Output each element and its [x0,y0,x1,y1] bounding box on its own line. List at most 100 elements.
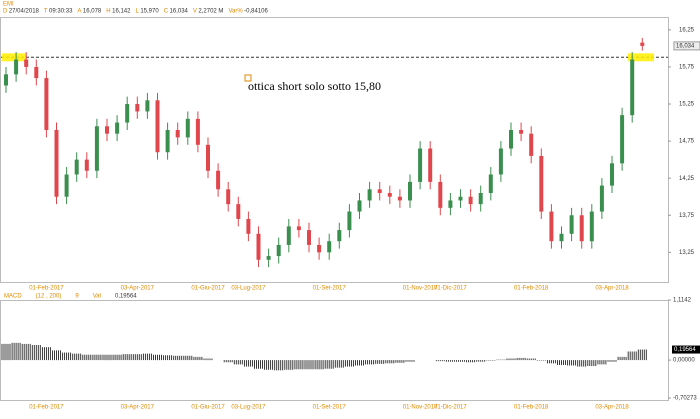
candle-body [418,148,423,182]
candle-body [448,200,453,208]
candle-body [115,122,120,134]
candle-body [347,211,352,231]
candle-body [64,174,69,197]
candle-body [438,181,443,208]
x-tick-label: 01-Feb-2018 [514,405,549,411]
macd-panel [0,300,669,401]
candle-body [246,218,251,234]
candle-body [296,226,301,231]
candle-body [468,196,473,205]
x-tick-label: 01-Giu-2017 [191,286,225,292]
candle-body [327,241,332,253]
candle-body [519,129,524,134]
header-key: Var% [228,9,243,15]
macd-value-label: 0,19564 [674,347,696,353]
candle-body [94,126,99,171]
x-tick-label: 03-Apr-2018 [595,286,629,292]
reference-marker [2,53,26,62]
chart-title: EMI [3,2,14,8]
header-value: 16,142 [112,9,131,15]
y-tick-label: 15,25 [679,102,695,108]
candle-body [84,159,89,171]
header-key: D [3,9,8,15]
candle-body [286,226,291,245]
candle-body [559,233,564,242]
x-tick-label: 03-Lug-2017 [231,405,266,411]
y-tick-label: 14,25 [679,176,695,182]
candle-body [145,100,150,112]
candle-body [488,174,493,194]
candle-body [367,189,372,201]
header-value: -0,84106 [244,9,268,15]
x-tick-label: 01-Nov-2017 [403,405,438,411]
candle-body [216,170,221,190]
candle-body [579,215,584,242]
candle-body [640,42,645,46]
header-value: 09:30:33 [49,9,73,15]
candle-body [276,244,281,257]
candle-body [226,189,231,205]
y-tick-label: 14,75 [679,139,695,145]
header-value: 16,034 [170,9,189,15]
candle-body [387,193,392,197]
macd-header: 0,19564 [115,294,137,300]
annotation: ottica short solo sotto 15,80 [248,79,381,93]
x-tick-label: 01-Dic-2017 [434,286,467,292]
header-value: 16,078 [83,9,102,15]
candle-body [620,115,625,164]
price-label: 16,034 [676,43,695,49]
candle-body [105,126,109,134]
x-tick-label: 03-Apr-2017 [121,286,155,292]
candle-body [195,118,200,145]
candle-body [357,200,362,212]
macd-value-box [672,345,700,354]
candle-body [155,100,160,153]
y-tick-label: 16,25 [679,27,695,33]
candle-body [408,181,412,201]
header-key: H [106,9,110,15]
header-key: A [77,9,81,15]
header-value: 27/04/2018 [9,9,40,15]
candle-body [589,211,594,242]
x-tick-label: 03-Apr-2018 [595,405,629,411]
candle-body [54,129,59,197]
candle-body [44,78,49,130]
candle-body [478,193,483,205]
macd-header: (12 , 200) [36,294,62,300]
x-tick-label: 01-Nov-2017 [403,286,438,292]
x-tick-label: 03-Lug-2017 [231,286,266,292]
candle-body [74,159,79,175]
price-box [673,41,700,51]
candle-body [509,129,513,149]
x-tick-label: 01-Giu-2017 [191,405,225,411]
y-tick-label: 1,1142 [673,298,692,304]
candle-body [428,148,433,182]
candle-body [569,215,574,234]
main-panel [0,17,669,283]
candle-body [630,59,635,116]
candle-body [14,59,19,75]
candle-body [539,155,544,212]
reference-marker [628,53,654,62]
candle-body [135,104,140,112]
x-tick-label: 03-Apr-2017 [121,405,155,411]
x-tick-label: 01-Feb-2017 [29,405,64,411]
candle-body [24,59,29,67]
candle-body [185,118,190,138]
candle-body [175,129,180,138]
candle-body [256,233,261,260]
x-tick-label: 01-Feb-2017 [29,286,64,292]
candle-body [165,129,170,153]
candle-body [206,144,210,171]
y-tick-label: -0,70273 [673,396,697,402]
macd-header: 9 [75,294,79,300]
y-tick-label: 13,75 [679,213,695,219]
candle-body [599,185,604,212]
header-key: C [164,9,169,15]
macd-header: MACD [4,294,22,300]
x-tick-label: 01-Set-2017 [313,405,347,411]
annotation-marker [244,74,252,82]
candle-body [529,133,534,156]
